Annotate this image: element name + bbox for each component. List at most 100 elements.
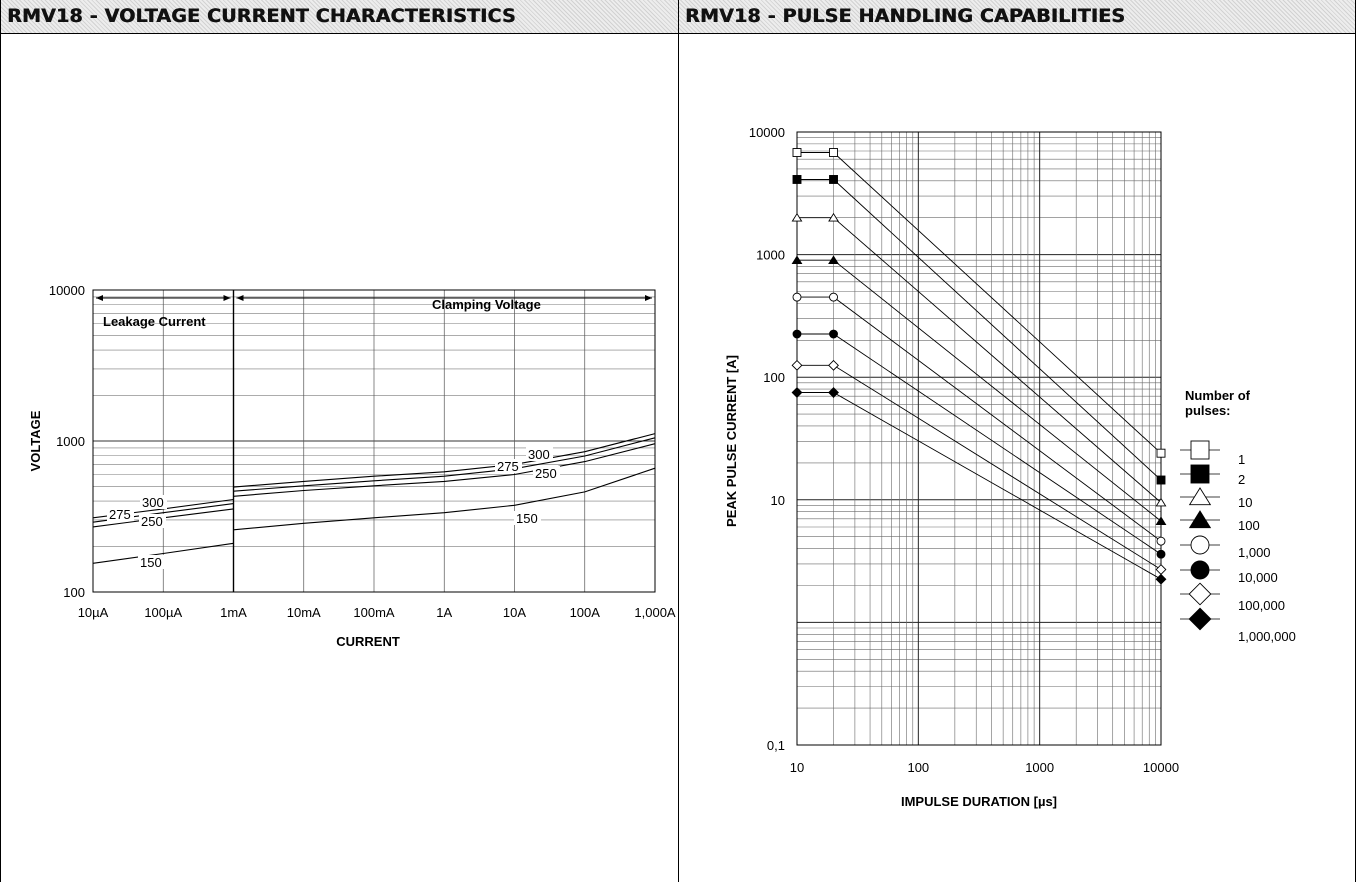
- ph-x-tick-label: 1000: [1025, 760, 1054, 775]
- vc-series-label-bg: [140, 495, 167, 509]
- vc-y-tick-label: 10000: [49, 283, 85, 298]
- ph-legend-label-100,000: 100,000: [1238, 598, 1285, 613]
- vc-x-tick-label: 1mA: [220, 605, 247, 620]
- vc-x-tick-label: 100mA: [353, 605, 395, 620]
- vc-y-axis-label: VOLTAGE: [28, 410, 43, 471]
- ph-point-100: [1155, 516, 1167, 525]
- ph-legend-title-line1: Number of: [1185, 388, 1251, 403]
- ph-legend-label-10: 10: [1238, 495, 1252, 510]
- ph-series-10: [791, 212, 1167, 507]
- ph-point-1: [1156, 448, 1166, 458]
- vc-x-tick-label: 1,000A: [634, 605, 676, 620]
- ph-y-tick-label: 100: [763, 370, 785, 385]
- vc-series-label-bg: [107, 507, 134, 521]
- vc-y-tick-label: 100: [63, 585, 85, 600]
- pulse-handling-panel: RMV18 - PULSE HANDLING CAPABILITIES: [678, 0, 1356, 882]
- ph-legend-label-100: 100: [1238, 518, 1260, 533]
- ph-series-2: [792, 175, 1166, 485]
- ph-legend-marker-1,000,000: [1188, 607, 1212, 631]
- vc-series-label-300: 300: [142, 495, 164, 510]
- vc-series-label-275: 275: [497, 459, 519, 474]
- ph-line-10,000: [797, 333, 1162, 555]
- vc-clamping-arrow-head-right: [645, 295, 652, 301]
- ph-legend-label-1,000: 1,000: [1238, 545, 1271, 560]
- ph-legend-marker-10,000: [1190, 560, 1210, 580]
- vc-x-tick-label: 1A: [436, 605, 452, 620]
- vc-x-tick-label: 100µA: [144, 605, 182, 620]
- ph-point-100,000: [828, 359, 839, 371]
- ph-point-1,000,000: [791, 387, 803, 398]
- vc-series-label-250: 250: [535, 466, 557, 481]
- ph-point-10: [1155, 497, 1167, 507]
- vc-x-tick-label: 10A: [503, 605, 526, 620]
- ph-series-100,000: [791, 359, 1167, 575]
- ph-legend-label-2: 2: [1238, 472, 1245, 487]
- ph-point-100,000: [1155, 564, 1167, 575]
- vc-leakage-line-150: [92, 542, 234, 564]
- vc-y-tick-label: 1000: [56, 434, 85, 449]
- vc-series-275: 275 275: [92, 437, 656, 523]
- ph-point-2: [1156, 475, 1166, 485]
- vc-series-label-150: 150: [516, 511, 538, 526]
- ph-point-10: [791, 212, 803, 222]
- ph-point-100: [791, 255, 803, 265]
- ph-legend-marker-10: [1188, 487, 1212, 506]
- ph-line-1: [797, 152, 1162, 454]
- vc-series-250: 250 250: [92, 443, 656, 529]
- voltage-current-chart: CURRENT VOLTAGE Leakage Current Clamping …: [28, 283, 676, 649]
- vc-leakage-arrow-head-right: [223, 295, 231, 301]
- vc-x-tick-label: 10µA: [78, 605, 109, 620]
- ph-legend-title-line2: pulses:: [1185, 403, 1231, 418]
- voltage-current-header: RMV18 - VOLTAGE CURRENT CHARACTERISTICS: [1, 0, 678, 34]
- ph-y-axis-label: PEAK PULSE CURRENT [A]: [724, 355, 739, 527]
- ph-point-1,000,000: [828, 387, 839, 398]
- ph-point-1,000,000: [1155, 573, 1167, 585]
- vc-x-tick-label: 100A: [570, 605, 601, 620]
- ph-point-2: [792, 175, 802, 184]
- vc-series-label-275: 275: [109, 507, 131, 522]
- ph-legend-marker-1,000: [1190, 535, 1210, 555]
- ph-series-100: [791, 255, 1167, 525]
- ph-legend-label-1,000,000: 1,000,000: [1238, 629, 1296, 644]
- vc-series-label-bg: [495, 459, 522, 473]
- ph-series-1: [792, 148, 1166, 458]
- vc-grid: [92, 290, 656, 592]
- vc-series-label-bg: [139, 514, 166, 528]
- vc-series-label-250: 250: [141, 514, 163, 529]
- ph-legend-marker-100,000: [1188, 582, 1212, 606]
- ph-legend-marker-1: [1190, 440, 1210, 460]
- ph-point-1,000: [829, 292, 838, 302]
- ph-x-tick-label: 10000: [1143, 760, 1179, 775]
- ph-y-tick-label: 10: [771, 493, 785, 508]
- pulse-handling-chart: IMPULSE DURATION [µs] PEAK PULSE CURRENT…: [724, 125, 1296, 809]
- ph-point-10,000: [792, 329, 802, 339]
- ph-y-tick-label: 0,1: [767, 738, 785, 753]
- voltage-current-title: RMV18 - VOLTAGE CURRENT CHARACTERISTICS: [7, 5, 516, 27]
- vc-series-150: 150 150: [92, 467, 656, 570]
- ph-point-1,000: [1156, 536, 1166, 546]
- ph-series-10,000: [792, 329, 1166, 559]
- vc-x-tick-label: 10mA: [287, 605, 321, 620]
- ph-plot-frame: [796, 131, 1162, 746]
- ph-line-100: [797, 259, 1162, 522]
- ph-grid: [797, 132, 1161, 745]
- ph-legend-marker-2: [1190, 464, 1210, 484]
- pulse-handling-title: RMV18 - PULSE HANDLING CAPABILITIES: [685, 5, 1126, 27]
- ph-series-1,000,000: [791, 387, 1167, 585]
- vc-series-label-bg: [533, 466, 560, 480]
- ph-series-1,000: [792, 292, 1166, 546]
- ph-point-10,000: [1156, 549, 1166, 559]
- ph-line-1,000,000: [797, 392, 1162, 580]
- ph-legend-label-10,000: 10,000: [1238, 570, 1278, 585]
- ph-y-tick-label: 1000: [756, 248, 785, 263]
- ph-point-2: [829, 175, 838, 184]
- vc-series-label-150: 150: [140, 555, 162, 570]
- ph-line-2: [797, 179, 1162, 481]
- pulse-handling-header: RMV18 - PULSE HANDLING CAPABILITIES: [679, 0, 1355, 34]
- ph-x-tick-label: 100: [907, 760, 929, 775]
- ph-x-axis-label: IMPULSE DURATION [µs]: [901, 794, 1057, 809]
- ph-point-100: [828, 255, 839, 265]
- ph-legend-label-1: 1: [1238, 452, 1245, 467]
